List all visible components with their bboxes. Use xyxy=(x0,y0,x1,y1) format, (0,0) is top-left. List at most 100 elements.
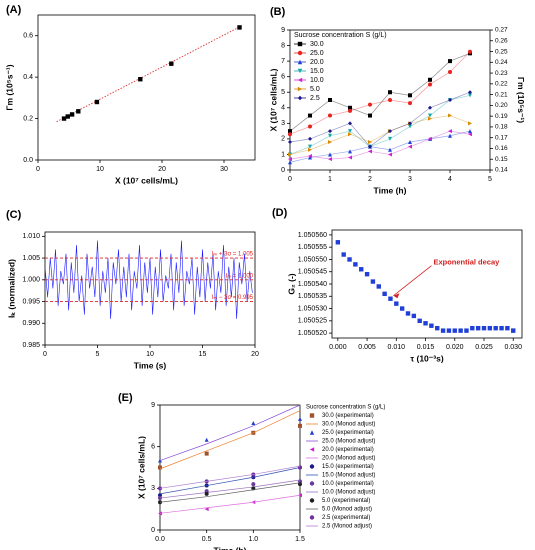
point xyxy=(487,325,493,331)
point xyxy=(493,325,498,331)
point xyxy=(428,136,432,141)
point xyxy=(288,129,292,134)
series-line xyxy=(289,94,471,155)
point xyxy=(382,291,387,297)
y-tick-label: 4 xyxy=(281,105,285,112)
point xyxy=(298,423,302,428)
series-line xyxy=(289,91,471,148)
legend-label: 5.0 (Monod adjust) xyxy=(322,507,372,513)
point xyxy=(94,99,100,105)
reference-label: Iₘ = 1.000 xyxy=(226,273,254,279)
point xyxy=(468,49,472,54)
x-tick-label: 1.5 xyxy=(295,536,305,543)
y-tick-label: 0.990 xyxy=(22,320,40,327)
series-line xyxy=(289,53,471,132)
y-tick-label: 0 xyxy=(151,527,155,534)
legend-marker xyxy=(297,41,303,47)
point xyxy=(408,93,412,98)
legend-label: 10.0 (experimental) xyxy=(322,481,374,487)
y-tick-label: 1 xyxy=(281,151,285,158)
point xyxy=(204,437,209,442)
point xyxy=(288,152,292,157)
legend-marker xyxy=(297,95,303,101)
x-tick-label: 5 xyxy=(96,351,100,358)
x-axis-label: Time (s) xyxy=(134,360,167,370)
legend-marker xyxy=(297,50,303,56)
point xyxy=(328,152,332,157)
plot-frame xyxy=(37,14,256,161)
legend-marker xyxy=(309,430,315,435)
legend-label: 15.0 (experimental) xyxy=(322,464,374,470)
point xyxy=(368,149,372,154)
point xyxy=(428,116,432,121)
legend-marker xyxy=(297,59,303,65)
point xyxy=(499,325,504,331)
y-tick-label: 9 xyxy=(281,27,285,34)
legend-label: 5.0 xyxy=(310,86,320,93)
y-tick-label: 2 xyxy=(281,136,285,143)
annotation-arrow xyxy=(393,265,432,297)
point xyxy=(399,306,405,311)
x-tick-label: 15 xyxy=(199,351,207,358)
point xyxy=(288,157,292,162)
point xyxy=(204,491,209,496)
legend-marker xyxy=(297,77,303,83)
x-tick-label: 0.005 xyxy=(358,344,376,351)
point xyxy=(328,133,332,138)
point xyxy=(158,465,162,470)
point xyxy=(348,105,352,110)
annotation: Exponential decay xyxy=(433,258,500,267)
legend-marker xyxy=(309,464,315,469)
point xyxy=(69,112,75,117)
point xyxy=(341,252,346,257)
point xyxy=(468,93,472,98)
signal xyxy=(44,240,253,319)
legend-label: 30.0 (Monod adjust) xyxy=(322,422,375,428)
point xyxy=(347,257,352,262)
x-tick-label: 0.015 xyxy=(417,344,435,351)
y2-tick-label: 0.19 xyxy=(495,113,508,120)
point xyxy=(448,70,452,74)
point xyxy=(298,416,302,421)
legend-label: 20.0 (Monod adjust) xyxy=(322,456,375,462)
point xyxy=(204,451,209,456)
point xyxy=(448,98,452,102)
point xyxy=(440,328,446,333)
point xyxy=(468,132,472,137)
legend-marker xyxy=(309,413,315,418)
y-axis-label: Iₖ (normalized) xyxy=(6,259,16,318)
x-tick-label: 0.0 xyxy=(155,536,165,543)
y2-tick-label: 0.17 xyxy=(495,134,508,141)
series-line xyxy=(159,482,301,503)
series-line xyxy=(289,115,471,155)
point xyxy=(408,140,412,144)
y-tick-label: 1.050525 xyxy=(298,318,327,325)
series-line xyxy=(159,494,301,514)
point xyxy=(388,296,393,301)
y-tick-label: 1.050530 xyxy=(298,305,327,312)
panel-label: (D) xyxy=(272,207,288,219)
point xyxy=(348,129,352,134)
x-tick-label: 0.000 xyxy=(329,344,347,351)
y-tick-label: 6 xyxy=(151,444,155,451)
point xyxy=(158,493,162,498)
reference-label: Iₘ + 3σ = 1.005 xyxy=(212,252,254,258)
y2-tick-label: 0.25 xyxy=(495,48,508,55)
point xyxy=(251,421,256,426)
point xyxy=(423,321,428,326)
x-tick-label: 0 xyxy=(36,166,40,173)
y-tick-label: 3 xyxy=(151,485,155,492)
annotation-arrowhead xyxy=(393,293,400,299)
y-tick-label: 1.050535 xyxy=(298,293,327,300)
plot-frame xyxy=(159,404,301,531)
legend-label: 30.0 xyxy=(310,41,324,48)
point xyxy=(348,155,352,160)
point xyxy=(464,328,469,333)
reference-label: Iₘ − 3σ = 0.995 xyxy=(212,295,254,301)
point xyxy=(428,77,432,82)
legend-title: Sucrose concentration S (g/L) xyxy=(306,405,385,411)
y-tick-label: 0.985 xyxy=(22,342,40,349)
point xyxy=(388,152,392,157)
legend-label: 10.0 (Monod adjust) xyxy=(322,490,375,496)
y2-tick-label: 0.22 xyxy=(495,81,508,88)
